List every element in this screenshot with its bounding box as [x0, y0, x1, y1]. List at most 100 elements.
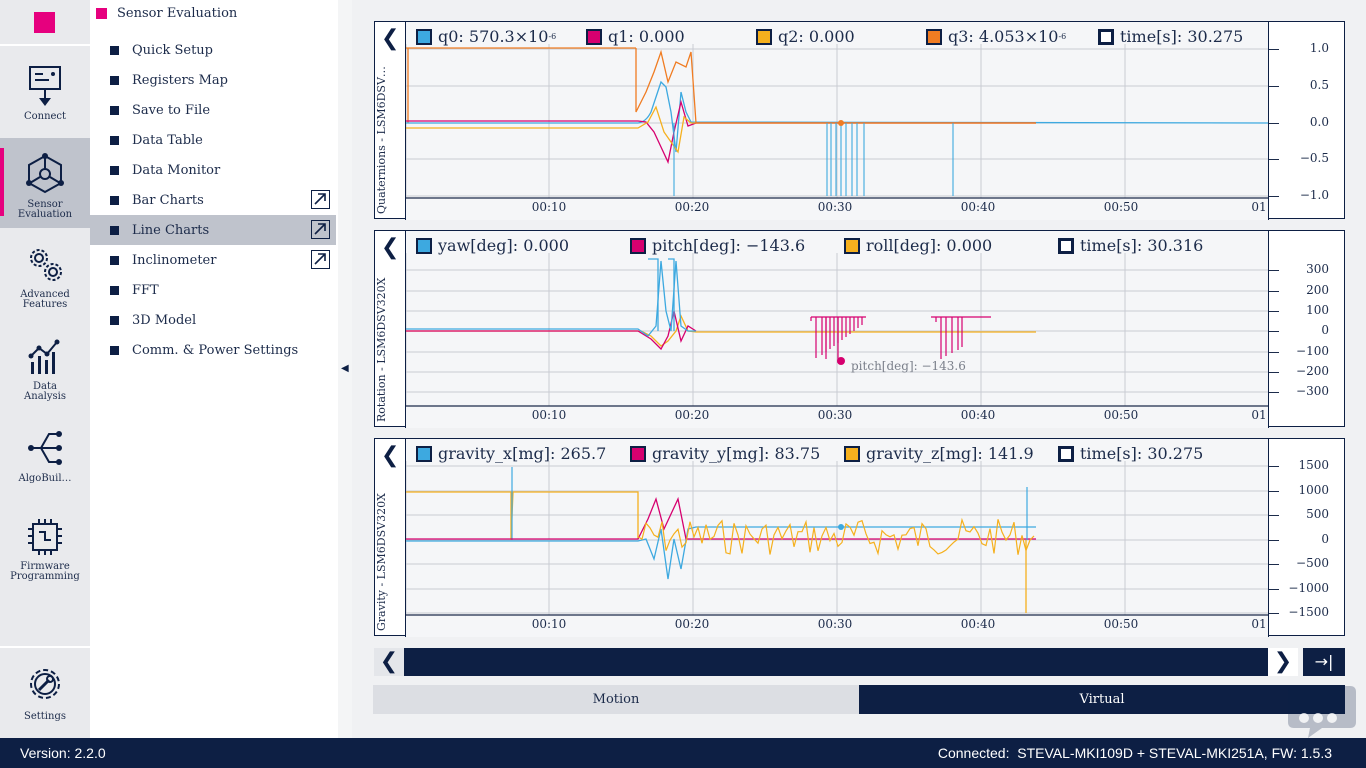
legend-item[interactable]: time[s]: 30.316 — [1058, 236, 1203, 255]
legend-item[interactable]: gravity_x[mg]: 265.7 — [416, 444, 606, 463]
y-tick-label: −500 — [1296, 556, 1329, 570]
menu-item-bar-charts[interactable]: Bar Charts — [90, 185, 336, 215]
y-tick-mark — [1269, 291, 1279, 292]
rail-algobuilder[interactable]: AlgoBuil… — [0, 422, 90, 492]
version-label: Version: 2.2.0 — [20, 745, 106, 761]
rail-data-analysis[interactable]: Data Analysis — [0, 332, 90, 408]
pitch-spike — [825, 317, 839, 363]
rail-sensor-evaluation[interactable]: Sensor Evaluation — [0, 138, 90, 228]
legend-item[interactable]: time[s]: 30.275 — [1058, 444, 1203, 463]
legend-swatch-icon — [586, 28, 602, 45]
menu-item-label: Line Charts — [132, 222, 210, 238]
scroll-left-button[interactable]: ❮ — [374, 648, 404, 676]
menu-item-label: Comm. & Power Settings — [132, 342, 299, 358]
legend-label: q2: 0.000 — [778, 27, 855, 46]
legend-swatch-icon — [844, 237, 860, 254]
x-tick-label: 00:10 — [531, 617, 567, 631]
menu-item-comm-power-settings[interactable]: Comm. & Power Settings — [90, 335, 336, 365]
legend-item[interactable]: gravity_y[mg]: 83.75 — [630, 444, 820, 463]
x-tick-label: 00:20 — [674, 408, 710, 422]
x-tick-label: 00:10 — [531, 200, 567, 214]
y-axis: 300 200 100 0 −100 −200 −300 — [1269, 231, 1345, 428]
x-tick-label: 00:30 — [817, 200, 853, 214]
bullet-icon — [110, 45, 119, 55]
menu-item-line-charts[interactable]: Line Charts — [90, 215, 336, 245]
tab-motion[interactable]: Motion — [373, 685, 859, 714]
bullet-icon — [110, 255, 119, 265]
q2-line — [406, 105, 1036, 154]
x-tick-label: 00:20 — [674, 617, 710, 631]
menu-item-label: Data Monitor — [132, 162, 221, 178]
quaternions-plot-svg — [406, 44, 1268, 199]
legend-item[interactable]: q0: 570.3×10 -6 — [416, 27, 556, 46]
gears-icon — [30, 249, 62, 281]
y-tick-mark — [1269, 331, 1279, 332]
open-external-icon[interactable] — [311, 220, 330, 239]
y-tick-label: 1.0 — [1309, 41, 1329, 55]
chat-icon[interactable] — [1286, 684, 1358, 738]
legend-label: q0: 570.3×10 — [438, 27, 549, 46]
menu-item-data-table[interactable]: Data Table — [90, 125, 336, 155]
open-external-icon[interactable] — [311, 190, 330, 209]
rotation-plot-area[interactable]: 00:10 00:20 00:30 00:40 00:50 01 yaw[deg]: 0.0… — [405, 231, 1269, 428]
settings-icon — [30, 669, 60, 699]
y-tick-label: −300 — [1296, 384, 1329, 398]
legend-swatch-icon — [926, 28, 942, 45]
time-scrollbar[interactable] — [404, 648, 1268, 676]
y-tick-mark — [1269, 352, 1279, 353]
yaw-line — [406, 260, 696, 337]
legend-label: yaw[deg]: 0.000 — [438, 236, 569, 255]
collapse-menu-arrow-icon[interactable]: ◀ — [341, 363, 349, 374]
menu-item-data-monitor[interactable]: Data Monitor — [90, 155, 336, 185]
y-tick-mark — [1269, 589, 1279, 590]
menu-item-inclinometer[interactable]: Inclinometer — [90, 245, 336, 275]
collapse-chart-button[interactable]: ❮ — [381, 443, 400, 468]
legend-item[interactable]: yaw[deg]: 0.000 — [416, 236, 569, 255]
menu-title-marker — [96, 8, 107, 19]
menu-item-label: Registers Map — [132, 72, 228, 88]
menu-item-quick-setup[interactable]: Quick Setup — [90, 35, 336, 65]
menu-item-label: Inclinometer — [132, 252, 217, 268]
x-tick-label: 00:50 — [1103, 617, 1139, 631]
menu-item-fft[interactable]: FFT — [90, 275, 336, 305]
legend-item[interactable]: q1: 0.000 — [586, 27, 685, 46]
gravity-plot-area[interactable]: 00:10 00:20 00:30 00:40 00:50 01 gravity_x[mg]… — [405, 439, 1269, 637]
y-tick-label: −200 — [1296, 364, 1329, 378]
rail-advanced-features[interactable]: Advanced Features — [0, 240, 90, 316]
data-analysis-icon — [28, 339, 60, 374]
rail-firmware-programming[interactable]: Firmware Programming — [0, 512, 90, 588]
open-external-icon[interactable] — [311, 250, 330, 269]
legend-item[interactable]: gravity_z[mg]: 141.9 — [844, 444, 1034, 463]
quaternions-plot-area[interactable]: 00:10 00:20 00:30 00:40 00:50 01 q0: 570.3×10-… — [405, 22, 1269, 220]
menu-title: Sensor Evaluation — [96, 6, 237, 21]
legend-item[interactable]: time[s]: 30.275 — [1098, 27, 1243, 46]
legend-item[interactable]: q2: 0.000 — [756, 27, 855, 46]
y-tick-label: 0.5 — [1309, 78, 1329, 92]
y-tick-mark — [1269, 311, 1279, 312]
legend-item[interactable]: q3: 4.053×10 -6 — [926, 27, 1066, 46]
scroll-right-button[interactable]: ❯ — [1268, 648, 1298, 676]
yaw-line — [648, 258, 675, 331]
y-tick-mark — [1269, 270, 1279, 271]
legend-label: roll[deg]: 0.000 — [866, 236, 993, 255]
y-tick-mark — [1269, 540, 1279, 541]
legend-item[interactable]: pitch[deg]: −143.6 — [630, 236, 805, 255]
menu-item-label: Quick Setup — [132, 42, 213, 58]
menu-item-3d-model[interactable]: 3D Model — [90, 305, 336, 335]
y-tick-label: 0 — [1321, 532, 1329, 546]
collapse-chart-button[interactable]: ❮ — [381, 235, 400, 260]
cursor-marker — [838, 120, 844, 126]
menu-item-registers-map[interactable]: Registers Map — [90, 65, 336, 95]
jump-to-end-button[interactable]: →| — [1303, 648, 1345, 676]
y-tick-mark — [1269, 123, 1279, 124]
cursor-annotation: pitch[deg]: −143.6 — [851, 359, 966, 373]
chart-axis-label: Quaternions - LSM6DSV… — [375, 66, 388, 214]
y-tick-label: −1000 — [1288, 581, 1329, 595]
collapse-chart-button[interactable]: ❮ — [381, 26, 400, 51]
tab-virtual[interactable]: Virtual — [859, 685, 1345, 714]
legend-item[interactable]: roll[deg]: 0.000 — [844, 236, 992, 255]
rail-connect[interactable]: Connect — [0, 56, 90, 132]
rail-settings[interactable]: Settings — [0, 664, 90, 728]
menu-item-save-to-file[interactable]: Save to File — [90, 95, 336, 125]
rail-label-data-analysis: Data Analysis — [24, 381, 66, 402]
